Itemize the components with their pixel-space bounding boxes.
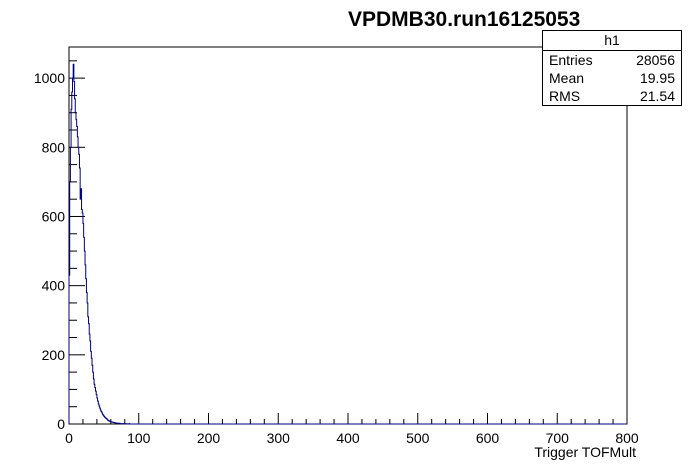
y-tick-label: 600 xyxy=(42,208,66,224)
x-tick-label: 200 xyxy=(197,430,221,446)
stats-mean-row: Mean 19.95 xyxy=(543,69,681,87)
stats-mean-label: Mean xyxy=(549,70,585,86)
x-tick-label: 500 xyxy=(406,430,430,446)
stats-rms-value: 21.54 xyxy=(639,88,675,104)
stats-entries-label: Entries xyxy=(549,52,593,68)
stats-name: h1 xyxy=(543,31,681,51)
x-tick-label: 800 xyxy=(615,430,639,446)
y-tick-label: 200 xyxy=(42,347,66,363)
x-tick-label: 0 xyxy=(65,430,73,446)
x-tick-label: 600 xyxy=(476,430,500,446)
x-tick-label: 700 xyxy=(546,430,570,446)
x-axis-label: Trigger TOFMult xyxy=(534,444,636,460)
x-tick-label: 100 xyxy=(127,430,151,446)
stats-mean-value: 19.95 xyxy=(639,70,675,86)
y-axis: 0 200 400 600 800 1000 xyxy=(34,60,85,432)
x-tick-label: 400 xyxy=(336,430,360,446)
stats-rms-label: RMS xyxy=(549,88,581,104)
stats-box: h1 Entries 28056 Mean 19.95 RMS 21.54 xyxy=(542,30,682,106)
x-axis: 0 100 200 300 400 500 600 700 800 xyxy=(65,413,639,446)
y-tick-label: 800 xyxy=(42,139,66,155)
histogram-line xyxy=(68,63,627,425)
y-tick-label: 0 xyxy=(57,416,65,432)
y-tick-label: 1000 xyxy=(34,70,65,86)
x-tick-label: 300 xyxy=(267,430,291,446)
stats-entries-row: Entries 28056 xyxy=(543,51,681,69)
y-tick-label: 400 xyxy=(42,278,66,294)
stats-rms-row: RMS 21.54 xyxy=(543,87,681,105)
chart-title: VPDMB30.run16125053 xyxy=(348,8,581,31)
stats-entries-value: 28056 xyxy=(636,52,675,68)
